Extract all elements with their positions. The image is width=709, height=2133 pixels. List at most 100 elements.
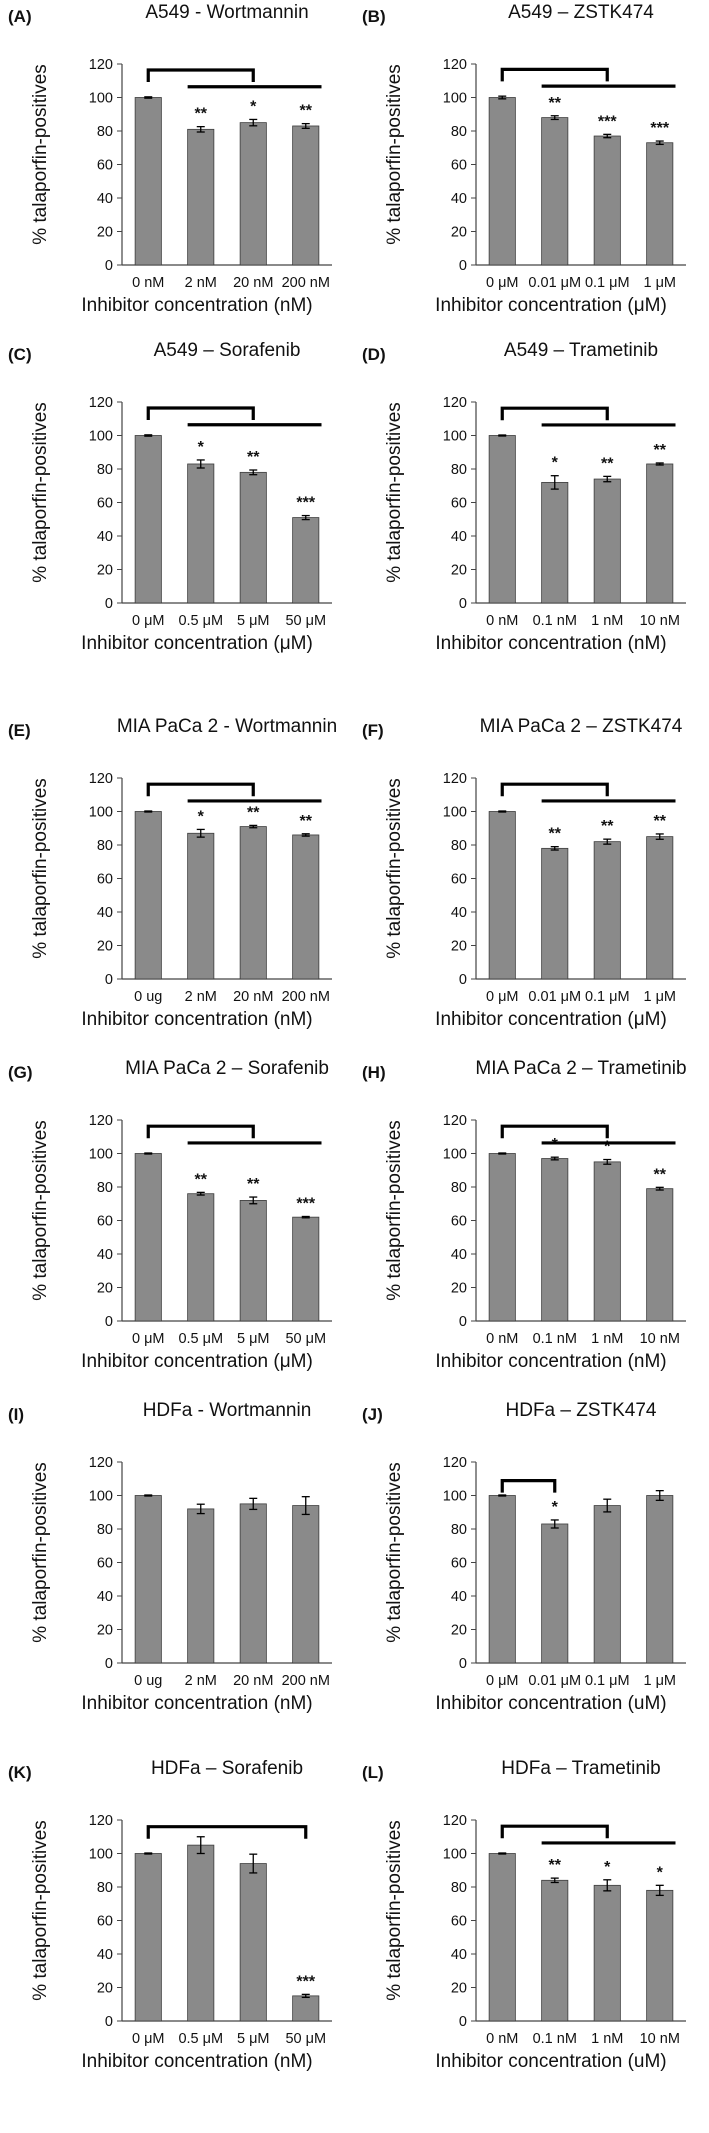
significance-marker: **: [300, 813, 313, 830]
bar: [134, 1495, 162, 1664]
x-tick-label: 5 μM: [237, 2031, 270, 2047]
x-tick-label: 20 nM: [233, 275, 273, 291]
y-tick-label: 100: [89, 429, 113, 445]
y-tick-label: 40: [97, 1947, 113, 1963]
y-axis-label: % talaporfin-positives: [30, 1120, 51, 1301]
significance-marker: *: [552, 455, 559, 472]
x-tick-label: 200 nM: [282, 1673, 330, 1689]
panel-d: (D) A549 – Trametinib % talaporfin-positiv…: [362, 340, 686, 654]
panel-label: (I): [8, 1405, 24, 1424]
x-tick-label: 0.1 μM: [585, 1673, 630, 1689]
y-tick-label: 80: [451, 124, 467, 140]
chart-title: HDFa - Wortmannin: [143, 1400, 312, 1421]
x-tick-label: 0.1 nM: [533, 1331, 577, 1347]
bar: [646, 142, 674, 266]
y-tick-label: 60: [97, 158, 113, 174]
y-tick-label: 60: [451, 496, 467, 512]
panel-label: (K): [8, 1763, 32, 1782]
x-axis-label: Inhibitor concentration (uM): [435, 2051, 666, 2072]
y-tick-label: 60: [97, 1556, 113, 1572]
bar: [187, 1508, 215, 1664]
y-tick-label: 60: [451, 872, 467, 888]
y-tick-label: 0: [105, 1314, 113, 1330]
y-tick-label: 40: [97, 1589, 113, 1605]
y-tick-label: 100: [443, 1147, 467, 1163]
x-tick-label: 0 μM: [486, 275, 519, 291]
x-tick-label: 0.1 μM: [585, 275, 630, 291]
x-tick-label: 50 μM: [285, 613, 326, 629]
y-tick-label: 60: [97, 496, 113, 512]
panel-k: (K) HDFa – Sorafenib % talaporfin-positive…: [8, 1758, 332, 2072]
y-tick-label: 120: [443, 395, 467, 411]
bar: [239, 471, 267, 604]
chart-title: HDFa – Trametinib: [501, 1758, 660, 1779]
significance-marker: ***: [650, 120, 669, 137]
significance-bracket: [146, 1124, 255, 1139]
y-tick-label: 120: [443, 1455, 467, 1471]
y-tick-label: 0: [459, 258, 467, 274]
panel-i: (I) HDFa - Wortmannin % talaporfin-positiv…: [8, 1400, 332, 1714]
y-tick-label: 20: [451, 1281, 467, 1297]
y-tick-label: 100: [443, 91, 467, 107]
panel-f: (F) MIA PaCa 2 – ZSTK474 % talaporfin-posi…: [362, 716, 686, 1030]
bar: [239, 1200, 267, 1322]
y-tick-label: 20: [97, 1981, 113, 1997]
significance-bracket: [146, 782, 255, 797]
y-axis-label: % talaporfin-positives: [30, 1462, 51, 1643]
bar: [593, 135, 621, 266]
y-tick-label: 80: [451, 1880, 467, 1896]
bar: [646, 1188, 674, 1322]
panel-label: (H): [362, 1063, 386, 1082]
significance-marker: **: [654, 442, 667, 459]
bar: [488, 1853, 516, 2022]
bar: [187, 128, 215, 266]
x-tick-label: 0 nM: [132, 275, 164, 291]
x-axis-label: Inhibitor concentration (μM): [81, 1351, 313, 1372]
y-tick-label: 80: [451, 1522, 467, 1538]
x-tick-label: 0 μM: [132, 2031, 165, 2047]
panel-b: (B) A549 – ZSTK474 % talaporfin-positives 0…: [362, 2, 686, 316]
x-tick-label: 0.5 μM: [178, 613, 223, 629]
chart-title: MIA PaCa 2 – Sorafenib: [125, 1058, 329, 1079]
x-tick-label: 50 μM: [285, 1331, 326, 1347]
y-axis-label: % talaporfin-positives: [30, 1820, 51, 2001]
significance-marker: **: [300, 103, 313, 120]
x-tick-label: 20 nM: [233, 1673, 273, 1689]
y-axis-label: % talaporfin-positives: [30, 64, 51, 245]
x-tick-label: 1 nM: [591, 1331, 623, 1347]
x-tick-label: 0.5 μM: [178, 1331, 223, 1347]
panel-h: (H) MIA PaCa 2 – Trametinib % talaporfin-p…: [362, 1058, 687, 1372]
bar: [187, 1844, 215, 2022]
panel-label: (F): [362, 721, 384, 740]
bar: [134, 435, 162, 604]
chart-title: A549 - Wortmannin: [145, 2, 308, 23]
bar: [488, 1153, 516, 1322]
x-tick-label: 0 ug: [134, 1673, 162, 1689]
y-tick-label: 60: [97, 1914, 113, 1930]
y-tick-label: 120: [443, 1113, 467, 1129]
x-tick-label: 0 nM: [486, 2031, 518, 2047]
x-tick-label: 2 nM: [185, 1673, 217, 1689]
bar: [134, 1853, 162, 2022]
y-tick-label: 100: [89, 91, 113, 107]
y-tick-label: 40: [97, 1247, 113, 1263]
y-tick-label: 120: [443, 57, 467, 73]
significance-marker: *: [604, 1859, 611, 1876]
bar: [593, 478, 621, 604]
x-tick-label: 0.1 nM: [533, 2031, 577, 2047]
y-tick-label: 80: [97, 124, 113, 140]
y-tick-label: 40: [451, 1947, 467, 1963]
y-tick-label: 0: [459, 1656, 467, 1672]
panel-label: (A): [8, 7, 32, 26]
y-tick-label: 80: [97, 1880, 113, 1896]
y-tick-label: 80: [97, 462, 113, 478]
y-tick-label: 40: [451, 529, 467, 545]
y-tick-label: 120: [443, 1813, 467, 1829]
y-tick-label: 20: [97, 939, 113, 955]
y-tick-label: 20: [451, 1623, 467, 1639]
y-tick-label: 100: [443, 1847, 467, 1863]
bar: [488, 97, 516, 266]
panel-label: (L): [362, 1763, 384, 1782]
significance-bracket: [146, 1825, 308, 1839]
significance-marker: **: [247, 449, 260, 466]
